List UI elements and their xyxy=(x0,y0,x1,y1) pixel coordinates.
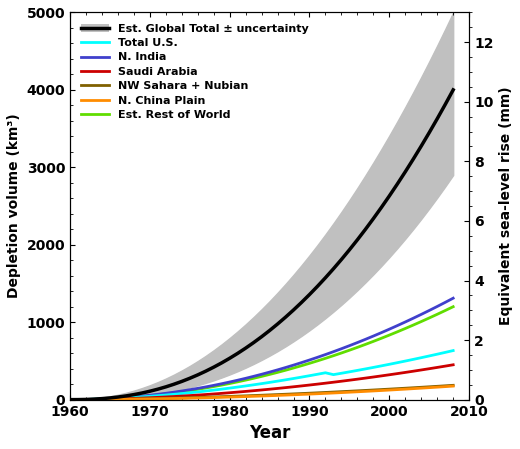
Y-axis label: Equivalent sea-level rise (mm): Equivalent sea-level rise (mm) xyxy=(499,87,513,326)
X-axis label: Year: Year xyxy=(249,424,290,442)
Legend: Est. Global Total ± uncertainty, Total U.S., N. India, Saudi Arabia, NW Sahara +: Est. Global Total ± uncertainty, Total U… xyxy=(75,18,314,126)
Y-axis label: Depletion volume (km³): Depletion volume (km³) xyxy=(7,114,21,299)
